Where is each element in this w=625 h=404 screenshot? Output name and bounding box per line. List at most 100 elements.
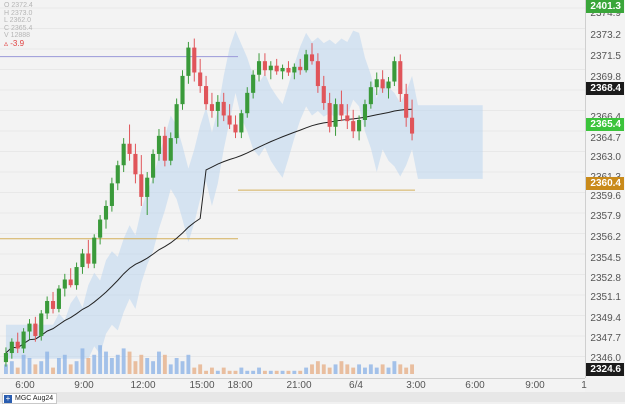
- candle-body: [333, 104, 338, 127]
- candle-body: [151, 153, 156, 178]
- candle-body: [33, 323, 38, 337]
- time-axis-label: 9:00: [74, 380, 94, 391]
- candle-body: [227, 115, 232, 125]
- time-axis-label: 21:00: [286, 380, 312, 391]
- price-axis-label: 2373.2: [590, 30, 621, 41]
- ohlc-change-value: -3.9: [10, 38, 25, 48]
- price-axis-label: 2346.0: [590, 353, 621, 364]
- candle-body: [156, 135, 162, 154]
- candle-body: [286, 67, 291, 73]
- volume-bar: [168, 364, 173, 374]
- volume-bar: [380, 364, 385, 374]
- volume-bar: [392, 361, 397, 374]
- price-axis-label: 2356.2: [590, 232, 621, 243]
- volume-bar: [86, 358, 91, 374]
- ohlc-change: ▵ -3.9: [4, 38, 33, 48]
- volume-bar: [339, 361, 344, 374]
- ohlc-high: H 2373.0: [4, 9, 33, 17]
- ohlc-legend: O 2372.4 H 2373.0 L 2362.0 C 2365.4 V 12…: [4, 2, 33, 48]
- volume-bar: [45, 351, 50, 374]
- candle-body: [162, 135, 167, 161]
- candle-body: [174, 104, 179, 139]
- volume-bar: [268, 370, 273, 374]
- volume-bar: [139, 354, 144, 374]
- volume-bar: [15, 367, 20, 374]
- volume-bar: [398, 364, 403, 374]
- price-axis-label: 2357.9: [590, 211, 621, 222]
- volume-bar: [145, 358, 150, 374]
- candle-body: [15, 341, 20, 349]
- chart-area[interactable]: O 2372.4 H 2373.0 L 2362.0 C 2365.4 V 12…: [0, 0, 585, 378]
- price-axis-label: 2364.7: [590, 133, 621, 144]
- candle-body: [39, 313, 44, 337]
- price-badge-top: 2401.3: [586, 0, 624, 13]
- volume-bar: [4, 364, 8, 374]
- candle-body: [209, 104, 215, 111]
- candle-body: [245, 92, 250, 114]
- price-axis-label: 2347.7: [590, 333, 621, 344]
- volume-bar: [162, 354, 167, 374]
- candle-body: [192, 47, 197, 73]
- volume-bar: [127, 351, 132, 374]
- volume-bar: [27, 358, 32, 374]
- volume-bar: [56, 358, 61, 374]
- time-axis-label: 1: [581, 380, 587, 391]
- volume-bar: [227, 370, 232, 374]
- candle-body: [133, 153, 138, 175]
- candle-body: [9, 341, 14, 354]
- volume-bar: [321, 364, 326, 374]
- volume-bar: [80, 348, 85, 374]
- candle-body: [45, 300, 50, 314]
- price-chart[interactable]: [0, 0, 585, 378]
- time-axis-label: 6:00: [15, 380, 35, 391]
- candle-body: [115, 165, 120, 184]
- candle-body: [56, 288, 61, 309]
- volume-bar: [304, 367, 309, 374]
- candle-body: [62, 279, 67, 289]
- candle-body: [198, 72, 203, 87]
- volume-bar: [74, 361, 79, 374]
- candle-body: [292, 66, 297, 73]
- time-axis-label: 9:00: [525, 380, 545, 391]
- candle-body: [351, 121, 356, 132]
- ohlc-open: O 2372.4: [4, 2, 33, 9]
- price-axis-label: 2351.1: [590, 292, 621, 303]
- time-axis-label: 18:00: [227, 380, 253, 391]
- candle-body: [92, 237, 97, 264]
- price-axis-label: 2366.4: [590, 112, 621, 123]
- volume-bar: [221, 367, 226, 374]
- volume-bar: [68, 364, 73, 374]
- symbol-tab[interactable]: + MGC Aug24: [2, 393, 58, 404]
- plus-icon[interactable]: +: [4, 393, 12, 403]
- ichimoku-cloud: [5, 30, 483, 359]
- volume-bar: [151, 361, 156, 374]
- candle-body: [68, 279, 73, 286]
- candle-body: [404, 93, 409, 118]
- price-axis-label: 2363.0: [590, 152, 621, 163]
- volume-bar: [404, 367, 409, 374]
- volume-bar: [33, 364, 38, 374]
- volume-bar: [210, 367, 214, 374]
- volume-bar: [368, 364, 373, 374]
- candle-body: [27, 323, 32, 332]
- volume-bar: [351, 367, 356, 374]
- time-axis-label: 6:00: [465, 380, 485, 391]
- volume-bar: [245, 370, 250, 374]
- volume-bar: [292, 370, 297, 374]
- volume-bar: [262, 370, 267, 374]
- volume-bar: [274, 370, 279, 374]
- time-axis[interactable]: 6:00 9:00 12:00 15:00 18:00 21:00 6/4 3:00 6:00 9…: [0, 378, 587, 392]
- volume-bar: [109, 358, 114, 374]
- volume-bar: [9, 361, 14, 374]
- volume-bar: [386, 367, 391, 374]
- candle-body: [74, 267, 79, 286]
- candle-body: [392, 61, 397, 82]
- volume-bar: [251, 370, 256, 374]
- price-axis-label: 2371.5: [590, 51, 621, 62]
- volume-bar: [92, 354, 97, 374]
- candle-body: [3, 353, 9, 363]
- volume-bar: [157, 351, 161, 374]
- price-badge-level: 2360.4: [586, 177, 624, 190]
- volume-bar: [363, 367, 367, 374]
- candle-body: [221, 101, 226, 116]
